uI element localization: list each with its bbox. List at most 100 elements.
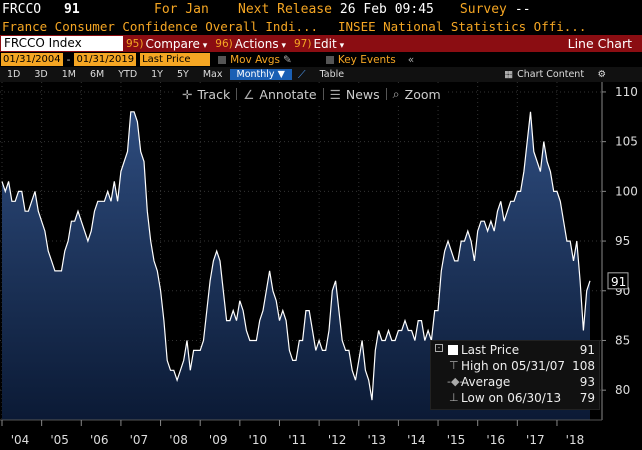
tool-divider [236,88,238,100]
pencil-icon[interactable]: ✎ [283,53,292,66]
line-chart-icon[interactable]: ⟋ [297,67,306,81]
chart-content-button[interactable]: Chart Content [517,69,585,80]
legend-low: ⊥ Low on 06/30/13 79 [431,391,599,407]
field-select[interactable]: Last Price [140,53,211,66]
news-tool[interactable]: ☰ News [324,87,386,102]
x-tick-label: '07 [130,433,149,447]
legend-value: 108 [572,359,595,373]
x-tick-label: '08 [169,433,188,447]
annotate-tool[interactable]: ∠ Annotate [237,87,322,102]
legend-high: ⊤ High on 05/31/07 108 [431,359,599,375]
tool-divider [385,88,387,100]
last-value-marker [607,272,629,290]
security-description: France Consumer Confidence Overall Indi.… [2,19,319,34]
last-value: 91 [64,1,80,17]
legend-last-price[interactable]: - Last Price 91 [431,343,599,359]
chart-type-label[interactable]: Line Chart [567,36,632,51]
mov-avgs-label[interactable]: Mov Avgs [230,53,281,66]
average-marker-icon: -◆- [447,375,464,388]
key-events-label[interactable]: Key Events [337,53,396,66]
security-source: INSEE National Statistics Offi... [338,19,587,34]
y-tick-label: 95 [615,234,630,248]
period-max[interactable]: Max [202,69,223,80]
series-line [1,111,591,401]
legend-label: Low on 06/30/13 [461,391,562,405]
compare-menu-number: 95) [126,37,144,50]
edit-menu-label: Edit [313,37,344,51]
zoom-tool[interactable]: ⌕ Zoom [387,86,447,102]
track-tool[interactable]: ✛ Track [176,87,236,102]
actions-menu-label: Actions [235,37,286,51]
annotate-label: Annotate [259,86,317,102]
x-tick-label: '11 [288,433,307,447]
x-tick-label: '06 [90,433,109,447]
period-ytd[interactable]: YTD [118,69,138,80]
y-tick-label: 100 [615,184,638,198]
period-label: For Jan [154,1,209,17]
crosshair-icon: ✛ [182,86,193,102]
compare-menu-label: Compare [145,37,207,51]
period-1y[interactable]: 1Y [151,69,163,80]
start-date-input[interactable]: 01/31/2004 [1,53,63,66]
collapse-icon[interactable]: « [407,53,415,66]
x-tick-label: '04 [11,433,30,447]
actions-menu-number: 96) [215,37,233,50]
y-tick-label: 85 [615,333,630,347]
x-tick-label: '13 [367,433,386,447]
legend-value: 93 [579,375,595,389]
zoom-icon: ⌕ [392,86,400,101]
legend-value: 91 [579,343,595,357]
chart-content-icon: ▦ [504,69,514,80]
next-release-value: 26 Feb 09:45 [339,1,434,17]
legend-value: 79 [579,391,595,405]
edit-menu[interactable]: 97) Edit [294,35,344,52]
key-events-checkbox[interactable] [325,55,334,64]
high-marker-icon: ⊤ [449,359,459,372]
end-date-input[interactable]: 01/31/2019 [74,53,137,66]
period-bar: 1D 3D 1M 6M YTD 1Y 5Y Max Monthly ▼ ⟋ Ta… [0,67,642,82]
settings-bar: 01/31/2004 - 01/31/2019 Last Price Mov A… [0,52,642,67]
chart-legend[interactable]: - Last Price 91 ⊤ High on 05/31/07 108 -… [430,340,600,410]
survey-label: Survey [459,1,507,17]
survey-value: -- [514,1,531,17]
period-3d[interactable]: 3D [34,69,48,80]
period-5y[interactable]: 5Y [177,69,189,80]
x-tick-label: '16 [486,433,505,447]
annotate-icon: ∠ [243,86,255,102]
next-release-label: Next Release [238,1,332,17]
x-tick-label: '14 [407,433,426,447]
minus-icon[interactable]: - [435,344,443,352]
x-tick-label: '18 [566,433,585,447]
frequency-select[interactable]: Monthly ▼ [229,69,292,80]
chart-tools-bar: ✛ Track ∠ Annotate ☰ News ⌕ Zoom [176,84,447,104]
actions-menu[interactable]: 96) Actions [215,35,286,52]
zoom-label: Zoom [404,86,441,102]
period-1m[interactable]: 1M [61,69,76,80]
gear-icon[interactable]: ⚙ [597,69,606,80]
x-tick-label: '12 [328,433,347,447]
y-tick-label: 105 [615,135,638,149]
table-button[interactable]: Table [319,69,345,80]
period-1d[interactable]: 1D [7,69,21,80]
compare-menu[interactable]: 95) Compare [126,35,207,52]
tool-divider [322,88,324,100]
news-icon: ☰ [329,86,341,102]
legend-swatch [448,345,458,355]
security-header: FRCCO 91 For Jan Next Release 26 Feb 09:… [0,0,642,18]
y-tick-label: 110 [615,85,638,99]
legend-label: High on 05/31/07 [461,359,566,373]
legend-label: Average [461,375,511,389]
news-label: News [345,86,380,102]
security-input[interactable]: FRCCO Index [1,36,123,51]
last-value-label: 91 [611,275,626,289]
period-6m[interactable]: 6M [89,69,105,80]
legend-average: -◆- Average 93 [431,375,599,391]
edit-menu-number: 97) [294,37,312,50]
x-tick-label: '09 [209,433,228,447]
x-tick-label: '17 [526,433,545,447]
x-tick-label: '05 [50,433,69,447]
ticker-symbol: FRCCO [2,1,42,17]
y-tick-label: 80 [615,383,630,397]
x-tick-label: '15 [447,433,466,447]
mov-avgs-checkbox[interactable] [218,55,227,64]
